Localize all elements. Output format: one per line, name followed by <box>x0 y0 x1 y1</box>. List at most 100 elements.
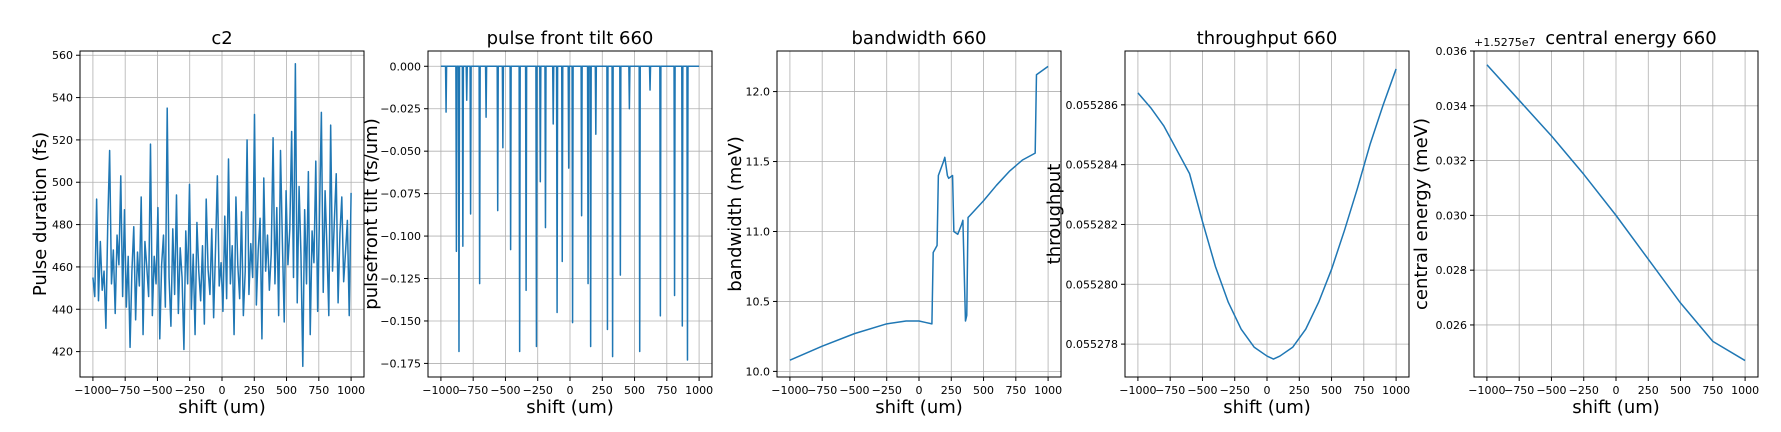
x-tick-label: −500 <box>839 384 869 397</box>
y-tick-label: −0.050 <box>380 145 421 158</box>
x-tick-label: 1000 <box>337 384 365 397</box>
x-tick-label: 1000 <box>1034 384 1062 397</box>
x-tick-label: 1000 <box>685 384 713 397</box>
y-tick-label: 0.032 <box>1436 155 1468 168</box>
x-tick-label: −1000 <box>422 384 459 397</box>
y-tick-label: 0.055284 <box>1066 159 1119 172</box>
x-tick-label: −250 <box>175 384 205 397</box>
data-line <box>1486 64 1746 362</box>
y-tick-label: 0.036 <box>1436 45 1468 58</box>
x-axis-title: shift (um) <box>875 397 963 418</box>
y-tick-label: 11.0 <box>746 225 771 238</box>
y-tick-label: 0.030 <box>1436 209 1468 222</box>
x-axis-title: shift (um) <box>1223 397 1311 418</box>
x-tick-label: 750 <box>656 384 677 397</box>
x-tick-label: −500 <box>142 384 172 397</box>
y-tick-label: 10.0 <box>746 365 771 378</box>
x-tick-label: 750 <box>1353 384 1374 397</box>
x-tick-label: 0 <box>219 384 226 397</box>
x-tick-label: −750 <box>1504 384 1534 397</box>
x-tick-label: −500 <box>1187 384 1217 397</box>
y-tick-label: 0.055278 <box>1066 338 1119 351</box>
y-tick-label: −0.025 <box>380 103 421 116</box>
data-line <box>789 65 1049 361</box>
x-tick-label: −1000 <box>1468 384 1505 397</box>
y-tick-label: −0.100 <box>380 230 421 243</box>
x-axis-title: shift (um) <box>1572 397 1660 418</box>
x-tick-label: 250 <box>244 384 265 397</box>
y-tick-label: 0.055280 <box>1066 278 1119 291</box>
x-tick-label: −250 <box>1569 384 1599 397</box>
y-tick-label: 440 <box>52 303 73 316</box>
y-tick-label: 0.000 <box>390 60 422 73</box>
chart-panel-5: −1000−750 −500 −250 0 250 500 750 1000 0.026 0.02… <box>1411 28 1759 418</box>
chart-panel-2: −1000−750 −500 −250 0 250 500 750 1000 0.000 −0.0… <box>361 28 713 418</box>
y-axis-title: bandwidth (meV) <box>725 136 746 292</box>
x-tick-label: 0 <box>1264 384 1271 397</box>
x-tick-label: 0 <box>567 384 574 397</box>
x-tick-label: 500 <box>973 384 994 397</box>
data-line <box>92 62 352 368</box>
x-tick-label: −1000 <box>1119 384 1156 397</box>
chart-title: bandwidth 660 <box>852 28 987 49</box>
chart-title: throughput 660 <box>1197 28 1338 49</box>
y-tick-label: 0.028 <box>1436 264 1468 277</box>
axis-offset-label: +1.5275e7 <box>1474 36 1535 49</box>
y-axis-title: pulsefront tilt (fs/um) <box>361 118 382 309</box>
x-tick-label: 500 <box>1670 384 1691 397</box>
x-tick-label: −1000 <box>74 384 111 397</box>
y-tick-label: 11.5 <box>746 156 771 169</box>
x-tick-label: 0 <box>916 384 923 397</box>
x-tick-label: 500 <box>1321 384 1342 397</box>
y-axis-title: Pulse duration (fs) <box>30 132 51 296</box>
x-tick-label: −250 <box>1220 384 1250 397</box>
x-tick-label: −1000 <box>771 384 808 397</box>
chart-title: pulse front tilt 660 <box>487 28 654 49</box>
x-tick-label: −250 <box>523 384 553 397</box>
y-tick-label: 0.026 <box>1436 319 1468 332</box>
chart-title: c2 <box>211 28 232 49</box>
y-tick-label: 0.034 <box>1436 100 1468 113</box>
y-axis-title: throughput <box>1044 164 1065 265</box>
data-line <box>440 65 700 361</box>
x-tick-label: −500 <box>490 384 520 397</box>
x-tick-label: 250 <box>1289 384 1310 397</box>
chart-panel-4: −1000−750 −500 −250 0 250 500 750 1000 0.055278 0… <box>1044 28 1410 418</box>
x-tick-label: 250 <box>592 384 613 397</box>
x-tick-label: 750 <box>1702 384 1723 397</box>
y-tick-label: 520 <box>52 134 73 147</box>
x-tick-label: −750 <box>110 384 140 397</box>
y-tick-label: −0.125 <box>380 273 421 286</box>
x-tick-label: 250 <box>941 384 962 397</box>
y-tick-label: −0.175 <box>380 357 421 370</box>
x-tick-label: −250 <box>872 384 902 397</box>
y-axis-title: central energy (meV) <box>1411 118 1432 310</box>
y-tick-label: 0.055282 <box>1066 218 1119 231</box>
x-tick-label: 250 <box>1638 384 1659 397</box>
chart-title: central energy 660 <box>1545 28 1716 49</box>
x-tick-label: −750 <box>458 384 488 397</box>
x-tick-label: 750 <box>1005 384 1026 397</box>
data-line <box>1137 68 1397 360</box>
x-tick-label: −750 <box>1155 384 1185 397</box>
y-tick-label: 460 <box>52 261 73 274</box>
y-tick-label: −0.075 <box>380 188 421 201</box>
x-tick-label: 1000 <box>1731 384 1759 397</box>
y-tick-label: 10.5 <box>746 295 771 308</box>
x-tick-label: 0 <box>1613 384 1620 397</box>
x-tick-label: 500 <box>276 384 297 397</box>
x-tick-label: 1000 <box>1382 384 1410 397</box>
chart-panel-1: −1000−750 −500 −250 0 250 500 750 1000 420 440 460… <box>30 28 365 418</box>
y-tick-label: 480 <box>52 219 73 232</box>
y-tick-label: 540 <box>52 92 73 105</box>
x-tick-label: 750 <box>308 384 329 397</box>
y-tick-label: 560 <box>52 49 73 62</box>
y-tick-label: 500 <box>52 176 73 189</box>
y-tick-label: 12.0 <box>746 86 771 99</box>
x-axis-title: shift (um) <box>178 397 266 418</box>
y-tick-label: 420 <box>52 346 73 359</box>
x-tick-label: −750 <box>807 384 837 397</box>
y-tick-label: −0.150 <box>380 315 421 328</box>
x-tick-label: 500 <box>624 384 645 397</box>
chart-panel-3: −1000−750 −500 −250 0 250 500 750 1000 10.0 10.5 1… <box>725 28 1062 418</box>
